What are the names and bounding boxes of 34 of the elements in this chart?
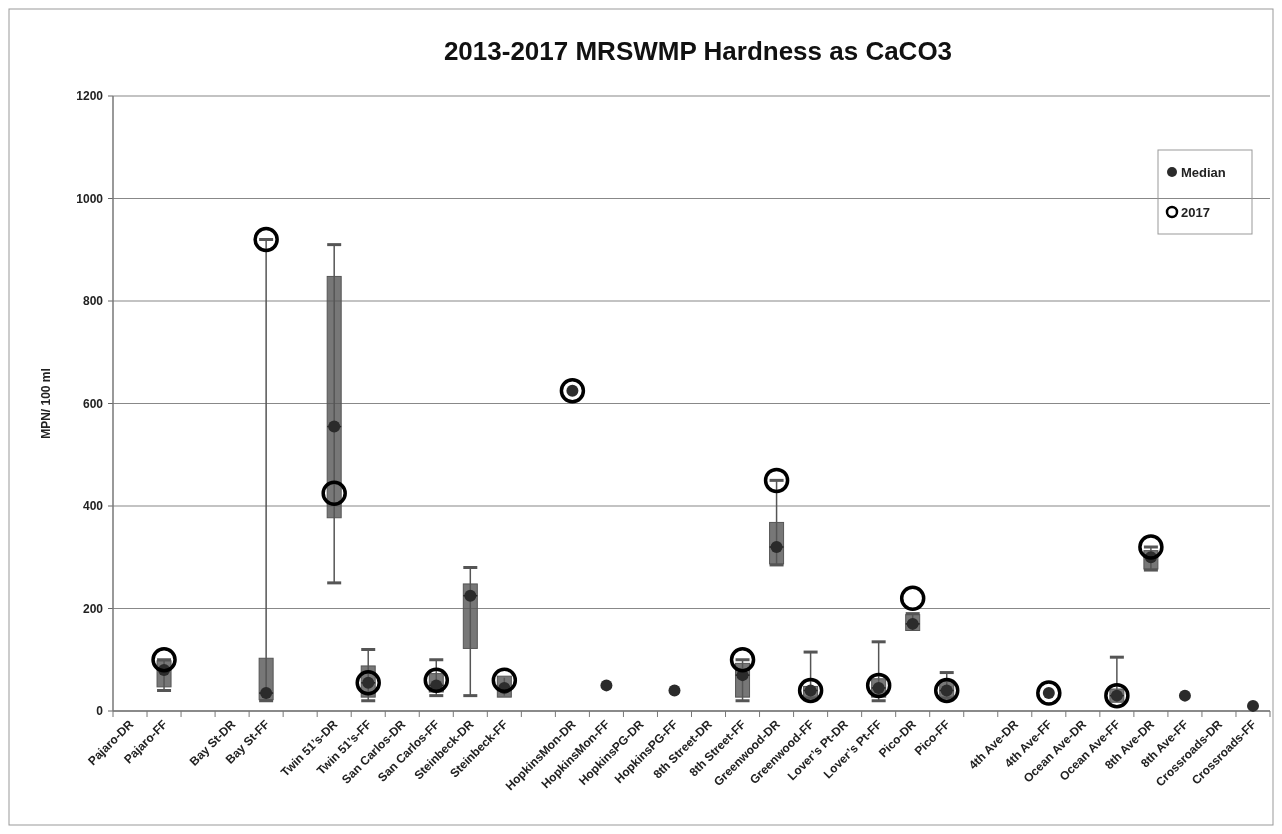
point [1036, 680, 1062, 706]
point [355, 670, 381, 696]
point [1178, 689, 1191, 702]
point [253, 226, 279, 253]
point [600, 679, 613, 692]
point [1104, 682, 1130, 709]
y-tick-label: 400 [82, 499, 104, 514]
y-tick-label: 600 [82, 396, 104, 411]
point [151, 647, 177, 673]
chart-title: 2013-2017 MRSWMP Hardness as CaCO3 [443, 36, 953, 66]
point [1246, 699, 1259, 712]
y-tick-label: 0 [96, 704, 104, 719]
point [423, 667, 450, 693]
point [321, 480, 347, 506]
legend-label: 2017 [1181, 204, 1210, 220]
y-tick-label: 1200 [76, 89, 104, 104]
point [933, 677, 960, 704]
point [328, 420, 341, 433]
point [763, 467, 790, 494]
point [668, 684, 681, 697]
y-axis-title: MPN/ 100 ml [39, 368, 53, 439]
point [464, 589, 477, 602]
point [797, 677, 824, 704]
point [260, 687, 273, 700]
point [865, 672, 892, 699]
point [559, 377, 586, 404]
y-tick-label: 200 [82, 601, 104, 616]
point [899, 585, 926, 611]
y-tick-label: 800 [82, 294, 104, 309]
point [491, 667, 518, 693]
point [1138, 534, 1164, 560]
legend-label: Median [1181, 164, 1226, 180]
point [729, 647, 756, 673]
y-tick-label: 1000 [76, 191, 104, 206]
